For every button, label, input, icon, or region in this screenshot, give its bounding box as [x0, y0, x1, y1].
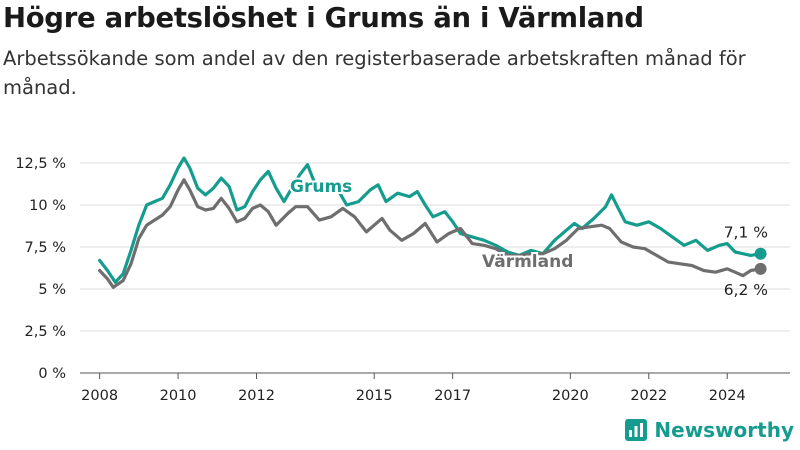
x-tick-label: 2020: [552, 388, 589, 404]
series-lines: [97, 156, 763, 289]
newsworthy-chart-icon: [625, 419, 648, 441]
end-value-label-vrmland: 6,2 %: [724, 281, 768, 299]
series-line-grums: [97, 156, 763, 284]
y-tick-label: 12,5 %: [15, 156, 66, 172]
series-end-dots: [754, 247, 767, 275]
end-value-label-grums: 7,1 %: [724, 224, 768, 242]
series-end-dot-vrmland: [754, 262, 767, 275]
y-tick-label: 10 %: [29, 198, 66, 214]
y-tick-label: 0 %: [38, 366, 66, 382]
x-tick-label: 2017: [434, 388, 471, 404]
grid-lines: [80, 162, 790, 374]
x-axis: 2008 2010 2012 2015 2017 2020 2022 2024: [81, 373, 746, 404]
x-tick-label: 2008: [81, 388, 118, 404]
series-end-dot-grums: [754, 247, 767, 260]
series-line-vrmland: [97, 178, 763, 289]
y-tick-label: 7,5 %: [25, 240, 66, 256]
series-labels: 7,1 % 6,2 % Grums Värmland: [288, 175, 768, 299]
x-tick-label: 2010: [160, 388, 197, 404]
x-tick-label: 2012: [238, 388, 275, 404]
brand-name: Newsworthy: [654, 418, 794, 442]
x-tick-label: 2022: [630, 388, 667, 404]
x-tick-label: 2024: [709, 388, 746, 404]
newsworthy-logo: Newsworthy: [624, 414, 794, 446]
y-axis-ticks: 0 % 2,5 % 5 % 7,5 % 10 % 12,5 %: [15, 156, 66, 382]
y-tick-label: 2,5 %: [25, 324, 66, 340]
chart-title: Högre arbetslöshet i Grums än i Värmland: [3, 2, 644, 34]
series-label-varmland: Värmland: [482, 252, 573, 272]
x-tick-label: 2015: [356, 388, 393, 404]
series-label-grums: Grums: [290, 177, 352, 197]
y-tick-label: 5 %: [38, 282, 66, 298]
chart-subtitle: Arbetssökande som andel av den registerb…: [3, 47, 746, 99]
